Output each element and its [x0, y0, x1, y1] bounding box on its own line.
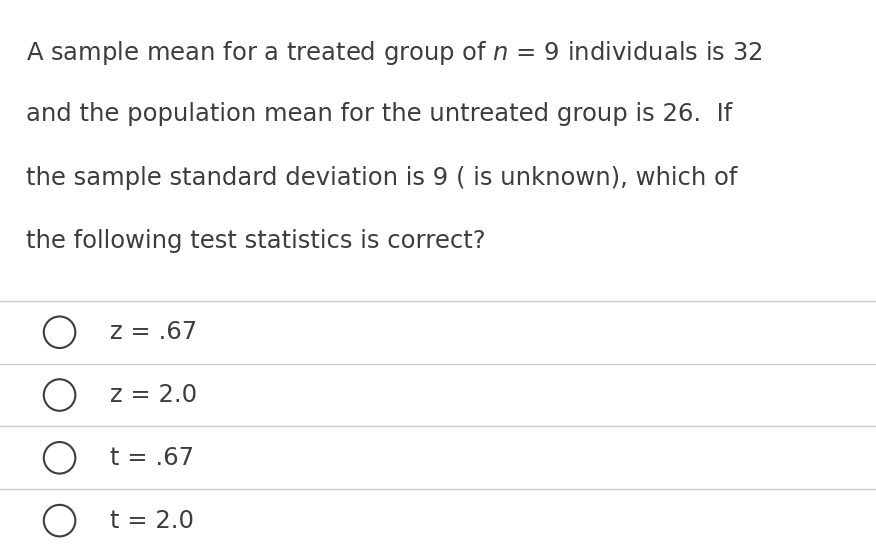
Text: and the population mean for the untreated group is 26.  If: and the population mean for the untreate…: [26, 102, 732, 126]
Text: z = .67: z = .67: [110, 320, 197, 344]
Text: z = 2.0: z = 2.0: [110, 383, 196, 407]
Text: t = 2.0: t = 2.0: [110, 508, 194, 533]
Text: the sample standard deviation is 9 ( is unknown), which of: the sample standard deviation is 9 ( is …: [26, 166, 738, 189]
Text: t = .67: t = .67: [110, 446, 194, 470]
Text: the following test statistics is correct?: the following test statistics is correct…: [26, 229, 486, 253]
Text: A sample mean for a treated group of $\it{n}$ = 9 individuals is 32: A sample mean for a treated group of $\i…: [26, 39, 763, 67]
